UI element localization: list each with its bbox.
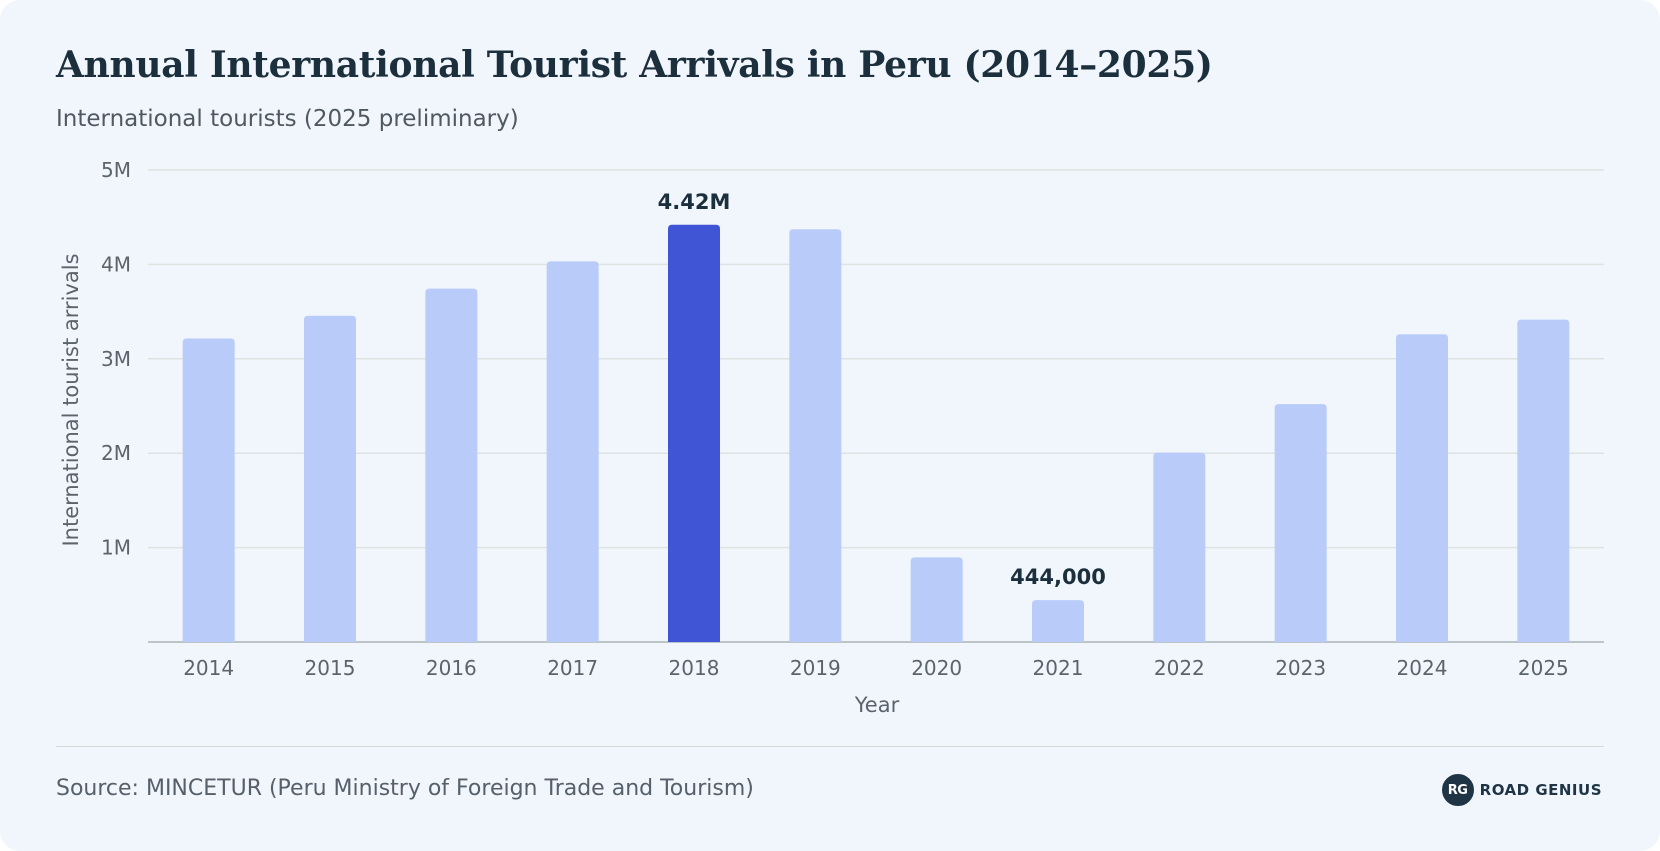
x-axis-title: Year bbox=[854, 693, 900, 717]
x-tick-label: 2024 bbox=[1397, 656, 1448, 680]
footer-divider bbox=[56, 746, 1604, 747]
y-axis-title: International tourist arrivals bbox=[59, 253, 83, 546]
x-tick-label: 2025 bbox=[1518, 656, 1569, 680]
x-tick-label: 2017 bbox=[547, 656, 598, 680]
bar-2021 bbox=[1032, 600, 1084, 642]
road-genius-logo: RG ROAD GENIUS bbox=[1441, 774, 1602, 806]
bar-2025 bbox=[1517, 319, 1570, 642]
bar-2016 bbox=[425, 288, 478, 642]
bar-2019 bbox=[789, 229, 842, 642]
x-tick-label: 2022 bbox=[1154, 656, 1205, 680]
data-label: 4.42M bbox=[658, 190, 731, 214]
x-tick-label: 2019 bbox=[790, 656, 841, 680]
source-note: Source: MINCETUR (Peru Ministry of Forei… bbox=[56, 776, 754, 801]
y-tick-labels: 1M 2M 3M 4M 5M bbox=[101, 158, 131, 560]
y-tick-label: 2M bbox=[101, 441, 131, 465]
bars bbox=[182, 224, 1570, 642]
bar-2014 bbox=[182, 338, 235, 642]
x-tick-label: 2015 bbox=[305, 656, 356, 680]
x-tick-label: 2020 bbox=[911, 656, 962, 680]
bar-2018 bbox=[668, 224, 720, 642]
chart-subtitle: International tourists (2025 preliminary… bbox=[56, 106, 519, 132]
x-tick-label: 2018 bbox=[669, 656, 720, 680]
bar-2017 bbox=[546, 261, 599, 642]
x-tick-labels: 2014 2015 2016 2017 2018 2019 2020 2021 2022 2023… bbox=[183, 656, 1569, 680]
x-tick-label: 2021 bbox=[1033, 656, 1084, 680]
logo-mark: RG bbox=[1441, 774, 1474, 806]
x-tick-label: 2023 bbox=[1275, 656, 1326, 680]
gridlines bbox=[148, 169, 1604, 643]
bar-2022 bbox=[1153, 452, 1206, 642]
y-tick-label: 1M bbox=[101, 536, 131, 560]
y-tick-label: 4M bbox=[101, 252, 131, 276]
data-labels: 4.42M 444,000 bbox=[658, 190, 1106, 589]
logo-text: ROAD GENIUS bbox=[1479, 781, 1602, 799]
bar-2020 bbox=[910, 557, 963, 642]
y-tick-label: 5M bbox=[101, 158, 131, 182]
x-tick-label: 2016 bbox=[426, 656, 477, 680]
bar-2023 bbox=[1274, 404, 1327, 642]
x-tick-label: 2014 bbox=[183, 656, 234, 680]
bar-2015 bbox=[304, 315, 356, 642]
data-label: 444,000 bbox=[1010, 565, 1106, 589]
y-tick-label: 3M bbox=[101, 347, 131, 371]
bar-2024 bbox=[1396, 334, 1448, 642]
chart-title: Annual International Tourist Arrivals in… bbox=[56, 44, 1213, 86]
